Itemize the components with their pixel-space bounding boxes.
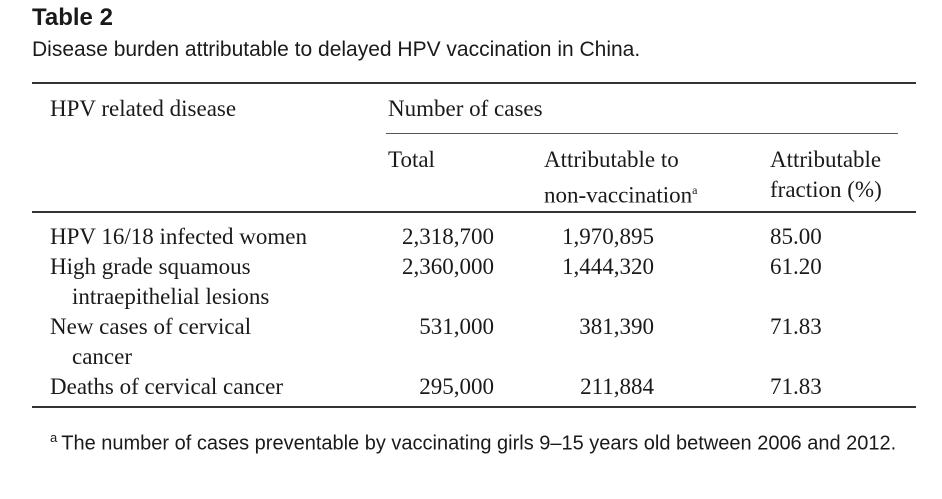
- table-caption: Disease burden attributable to delayed H…: [32, 38, 641, 61]
- header-fraction-line1: Attributable: [770, 147, 882, 172]
- bottom-rule: [32, 406, 916, 408]
- footnote-text: The number of cases preventable by vacci…: [61, 432, 897, 455]
- row-3-total: 531,000: [419, 314, 494, 339]
- row-1-total: 2,318,700: [402, 224, 494, 249]
- top-rule: [32, 82, 916, 84]
- header-fraction: Attributable fraction (%): [770, 145, 882, 205]
- row-3-fraction: 71.83: [770, 314, 822, 339]
- row-3-attributable: 381,390: [579, 314, 654, 339]
- row-1-fraction: 85.00: [770, 224, 822, 249]
- row-3-disease: New cases of cervical: [50, 314, 252, 339]
- row-2-total: 2,360,000: [402, 254, 494, 279]
- row-2-disease-cont: intraepithelial lesions: [72, 284, 270, 309]
- header-fraction-line2: fraction (%): [770, 177, 882, 202]
- header-total: Total: [388, 147, 435, 172]
- footnote-reference-mark: a: [692, 183, 698, 197]
- header-disease: HPV related disease: [50, 96, 237, 121]
- header-attributable-line1: Attributable to: [544, 147, 679, 172]
- table-label: Table 2: [32, 4, 113, 31]
- header-number-of-cases: Number of cases: [388, 96, 543, 121]
- table-footnote: a The number of cases preventable by vacc…: [32, 422, 922, 460]
- row-2-fraction: 61.20: [770, 254, 822, 279]
- header-group-rule: [386, 133, 898, 134]
- row-4-attributable: 211,884: [580, 374, 654, 399]
- row-2-attributable: 1,444,320: [562, 254, 654, 279]
- row-4-total: 295,000: [419, 374, 494, 399]
- header-attributable: Attributable to non-vaccinationa: [544, 145, 698, 211]
- header-attributable-line2-text: non-vaccination: [544, 182, 693, 208]
- header-rule: [32, 211, 916, 213]
- row-4-fraction: 71.83: [770, 374, 822, 399]
- row-3-disease-cont: cancer: [72, 344, 132, 369]
- row-2-disease: High grade squamous: [50, 254, 251, 279]
- footnote-mark: a: [50, 430, 58, 445]
- row-4-disease: Deaths of cervical cancer: [50, 374, 284, 399]
- row-1-disease: HPV 16/18 infected women: [50, 224, 308, 249]
- row-1-attributable: 1,970,895: [562, 224, 654, 249]
- header-attributable-line2: non-vaccinationa: [544, 175, 698, 211]
